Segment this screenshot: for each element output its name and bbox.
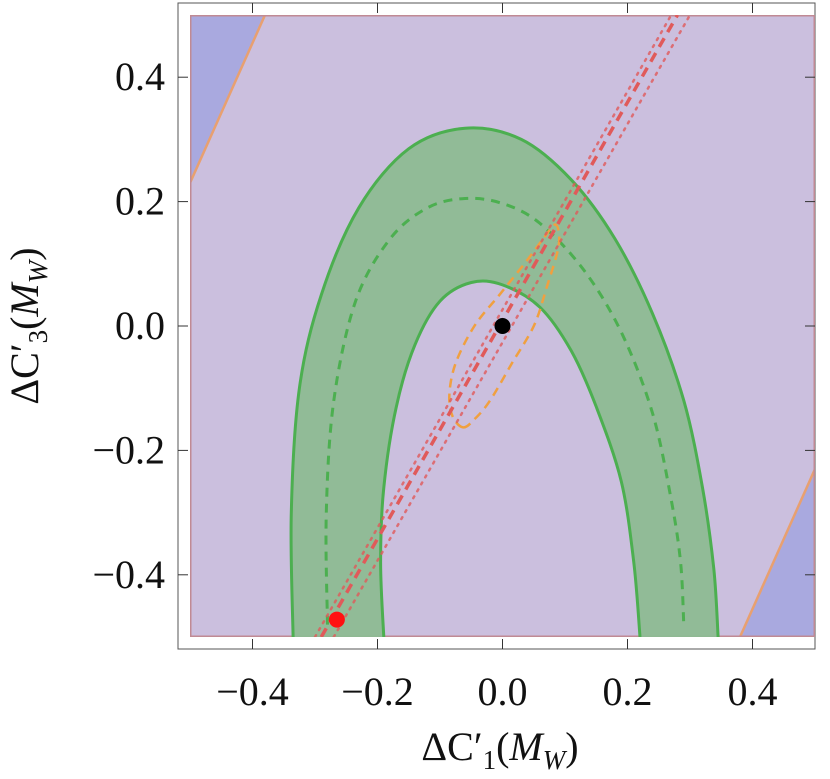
pink-edge-upper-left: [190, 15, 267, 184]
pink-edge-lower-right: [738, 468, 815, 637]
green-band-fill: [291, 127, 719, 637]
x-axis-label: ΔC′1(MW): [421, 724, 578, 775]
x-tick-label: 0.2: [603, 669, 653, 714]
x-axis-label-open: (: [496, 724, 509, 769]
green-band-inner-line: [379, 279, 642, 637]
y-tick-label: −0.2: [92, 427, 165, 472]
x-axis-label-sub: 1: [483, 745, 497, 775]
y-axis-label-sub: 3: [23, 330, 53, 344]
y-axis-label: ΔC′3(MW): [2, 247, 53, 404]
y-tick-label: −0.4: [92, 552, 165, 597]
x-axis-label-base: ΔC′: [421, 724, 482, 769]
green-band-outer-line: [289, 126, 720, 637]
points-layer: [328, 318, 511, 628]
y-tick-label: 0.4: [115, 54, 165, 99]
black-point: [494, 318, 511, 334]
y-tick-label: 0.0: [115, 303, 165, 348]
x-axis-label-ital: M: [508, 724, 545, 769]
x-tick-label: 0.0: [478, 669, 528, 714]
y-axis-label-isub: W: [23, 258, 53, 283]
x-axis-label-isub: W: [543, 745, 568, 775]
y-axis-label-base: ΔC′: [2, 343, 47, 404]
ticks-layer: −0.4 −0.2 0.0 0.2 0.4 −0.4 −0.2 0.0 0.2 0.4: [92, 3, 815, 714]
y-axis-label-close: ): [2, 247, 47, 260]
y-tick-label: 0.2: [115, 179, 165, 224]
x-tick-label: −0.2: [341, 669, 414, 714]
y-axis-label-ital: M: [2, 281, 47, 318]
red-dotted-line-2: [332, 15, 692, 637]
x-tick-label: −0.4: [216, 669, 289, 714]
y-axis-label-open: (: [2, 317, 47, 330]
orange-dashed-contour: [448, 223, 561, 429]
red-dotted-line-1: [313, 15, 673, 637]
x-tick-label: 0.4: [728, 669, 778, 714]
green-center-dashed-line: [324, 196, 686, 625]
red-point: [328, 611, 345, 628]
x-axis-label-close: ): [565, 724, 578, 769]
